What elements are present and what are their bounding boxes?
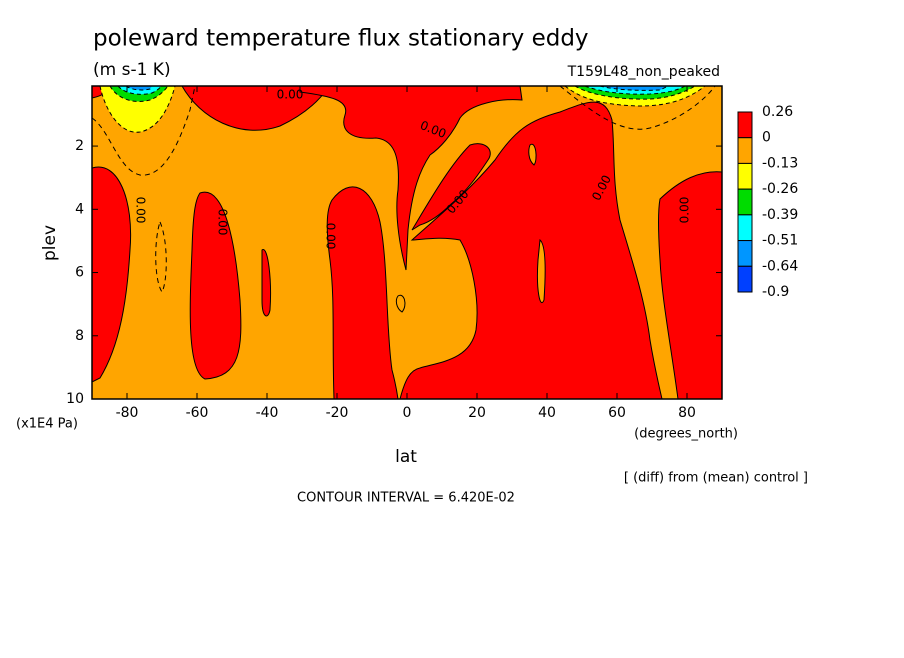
colorbar-label: -0.51 bbox=[762, 233, 798, 249]
contour-region bbox=[395, 294, 406, 313]
contour-label: 0.00 bbox=[277, 88, 304, 102]
contour-label: 0.00 bbox=[324, 223, 338, 250]
colorbar-label: -0.13 bbox=[762, 155, 798, 171]
contour-region bbox=[299, 85, 523, 271]
subtitle: (m s-1 K) bbox=[93, 60, 171, 80]
contour-region bbox=[91, 166, 132, 383]
contour-line bbox=[155, 220, 167, 293]
chart-title: poleward temperature flux stationary edd… bbox=[93, 26, 589, 52]
y-axis-label: plev bbox=[40, 225, 60, 261]
contour-interval: CONTOUR INTERVAL = 6.420E-02 bbox=[297, 491, 515, 506]
colorbar-box bbox=[737, 188, 753, 216]
colorbar-box bbox=[737, 265, 753, 293]
x-unit-label: (degrees_north) bbox=[634, 427, 738, 442]
x-tick-label: 20 bbox=[468, 405, 486, 421]
contour-line bbox=[91, 85, 196, 176]
note: [ (diff) from (mean) control ] bbox=[624, 471, 808, 486]
colorbar-box bbox=[737, 111, 753, 139]
contour-region bbox=[399, 101, 663, 400]
x-tick-label: -80 bbox=[116, 405, 139, 421]
contour-region bbox=[528, 143, 537, 166]
colorbar-label: -0.26 bbox=[762, 181, 798, 197]
y-tick-label: 10 bbox=[66, 391, 84, 407]
colorbar-box bbox=[737, 137, 753, 164]
contour-region bbox=[326, 186, 399, 400]
x-tick-label: -20 bbox=[326, 405, 349, 421]
contour-region bbox=[124, 85, 153, 91]
x-axis-label: lat bbox=[395, 447, 417, 467]
contour-line bbox=[559, 85, 716, 130]
x-tick-label: 60 bbox=[608, 405, 626, 421]
y-tick-label: 6 bbox=[75, 265, 84, 281]
contour-label: 0.00 bbox=[678, 197, 692, 224]
colorbar-label: 0 bbox=[762, 130, 771, 146]
colorbar-label: 0.26 bbox=[762, 104, 793, 120]
contour-label: 0.00 bbox=[216, 209, 230, 236]
x-tick-label: -40 bbox=[256, 405, 279, 421]
run-label: T159L48_non_peaked bbox=[567, 64, 720, 80]
colorbar-box bbox=[737, 214, 753, 242]
x-tick-label: 80 bbox=[678, 405, 696, 421]
y-unit-label: (x1E4 Pa) bbox=[16, 417, 78, 432]
x-tick-label: -60 bbox=[186, 405, 209, 421]
colorbar-label: -0.39 bbox=[762, 207, 798, 223]
colorbar-box bbox=[737, 162, 753, 190]
colorbar-label: -0.64 bbox=[762, 258, 798, 274]
contour-region bbox=[537, 239, 546, 303]
x-tick-label: 40 bbox=[538, 405, 556, 421]
colorbar-box bbox=[737, 240, 753, 267]
contour-region bbox=[189, 191, 242, 380]
x-tick-label: 0 bbox=[403, 405, 412, 421]
colorbar-label: -0.9 bbox=[762, 284, 789, 300]
contour-region bbox=[411, 143, 491, 231]
y-tick-label: 8 bbox=[75, 328, 84, 344]
contour-region bbox=[658, 171, 723, 400]
contour-region bbox=[99, 85, 176, 133]
contour-region bbox=[261, 249, 271, 317]
y-tick-label: 2 bbox=[75, 138, 84, 154]
contour-label: 0.00 bbox=[134, 197, 148, 224]
y-tick-label: 4 bbox=[75, 201, 84, 217]
